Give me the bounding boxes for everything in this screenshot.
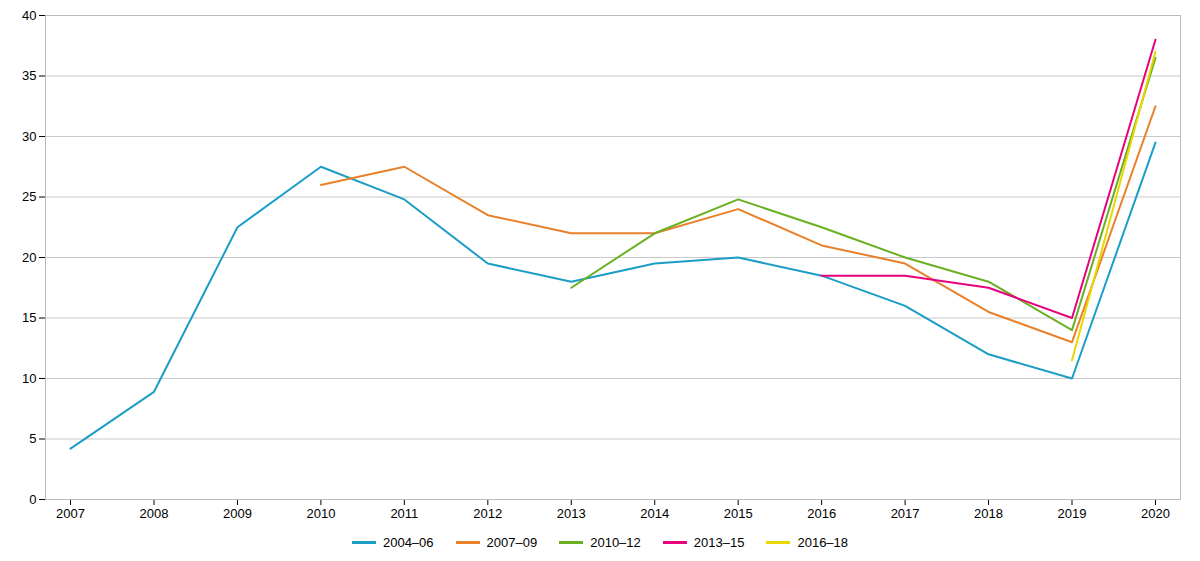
svg-text:2010: 2010 [306, 506, 335, 521]
svg-text:15: 15 [22, 310, 36, 325]
svg-text:5: 5 [29, 431, 36, 446]
html-text:2010–12: 2010–12 [590, 535, 641, 550]
svg-text:10: 10 [22, 371, 36, 386]
svg-text:2011: 2011 [390, 506, 418, 521]
svg-text:2007: 2007 [56, 506, 85, 521]
svg-text:2008: 2008 [140, 506, 169, 521]
svg-text:2014: 2014 [640, 506, 669, 521]
svg-text:40: 40 [22, 8, 36, 23]
svg-text:2020: 2020 [1141, 506, 1170, 521]
svg-text:2012: 2012 [473, 506, 502, 521]
svg-text:2018: 2018 [974, 506, 1003, 521]
html-text:2016–18: 2016–18 [797, 535, 849, 550]
svg-text:30: 30 [22, 129, 36, 144]
svg-text:0: 0 [29, 492, 36, 507]
html-text:2013–15: 2013–15 [693, 535, 745, 550]
svg-text:2017: 2017 [891, 506, 920, 521]
svg-text:2009: 2009 [223, 506, 252, 521]
svg-text:25: 25 [22, 189, 36, 204]
svg-text:2013: 2013 [557, 506, 586, 521]
svg-text:2015: 2015 [724, 506, 753, 521]
html-text:2004–06: 2004–06 [382, 535, 434, 550]
svg-text:20: 20 [22, 250, 36, 265]
svg-text:35: 35 [22, 68, 36, 83]
svg-text:2016: 2016 [807, 506, 836, 521]
svg-text:2019: 2019 [1058, 506, 1087, 521]
html-text:2007–09: 2007–09 [486, 535, 538, 550]
